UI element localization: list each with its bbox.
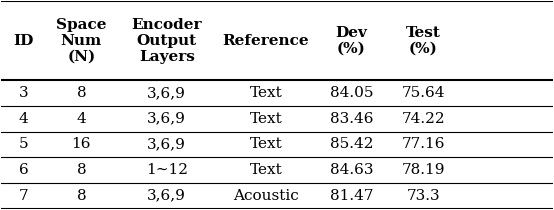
Text: 8: 8 <box>76 163 86 177</box>
Text: 75.64: 75.64 <box>401 86 445 100</box>
Text: ID: ID <box>13 34 34 48</box>
Text: 3,6,9: 3,6,9 <box>147 137 186 151</box>
Text: 73.3: 73.3 <box>406 189 440 203</box>
Text: Acoustic: Acoustic <box>233 189 299 203</box>
Text: 16: 16 <box>71 137 91 151</box>
Text: Dev
(%): Dev (%) <box>336 26 367 56</box>
Text: 5: 5 <box>19 137 28 151</box>
Text: 84.63: 84.63 <box>330 163 373 177</box>
Text: Text: Text <box>250 112 283 126</box>
Text: 77.16: 77.16 <box>401 137 445 151</box>
Text: 4: 4 <box>19 112 28 126</box>
Text: 3: 3 <box>19 86 28 100</box>
Text: 1∼12: 1∼12 <box>146 163 188 177</box>
Text: Encoder
Output
Layers: Encoder Output Layers <box>131 18 202 64</box>
Text: 3,6,9: 3,6,9 <box>147 86 186 100</box>
Text: 85.42: 85.42 <box>330 137 373 151</box>
Text: 4: 4 <box>76 112 86 126</box>
Text: Test
(%): Test (%) <box>406 26 440 56</box>
Text: Text: Text <box>250 163 283 177</box>
Text: 81.47: 81.47 <box>330 189 373 203</box>
Text: 78.19: 78.19 <box>401 163 445 177</box>
Text: 83.46: 83.46 <box>330 112 373 126</box>
Text: 7: 7 <box>19 189 28 203</box>
Text: Space
Num
(N): Space Num (N) <box>56 18 106 64</box>
Text: 3,6,9: 3,6,9 <box>147 189 186 203</box>
Text: 8: 8 <box>76 86 86 100</box>
Text: Text: Text <box>250 86 283 100</box>
Text: 6: 6 <box>19 163 28 177</box>
Text: 84.05: 84.05 <box>330 86 373 100</box>
Text: 8: 8 <box>76 189 86 203</box>
Text: Reference: Reference <box>223 34 309 48</box>
Text: Text: Text <box>250 137 283 151</box>
Text: 3,6,9: 3,6,9 <box>147 112 186 126</box>
Text: 74.22: 74.22 <box>401 112 445 126</box>
